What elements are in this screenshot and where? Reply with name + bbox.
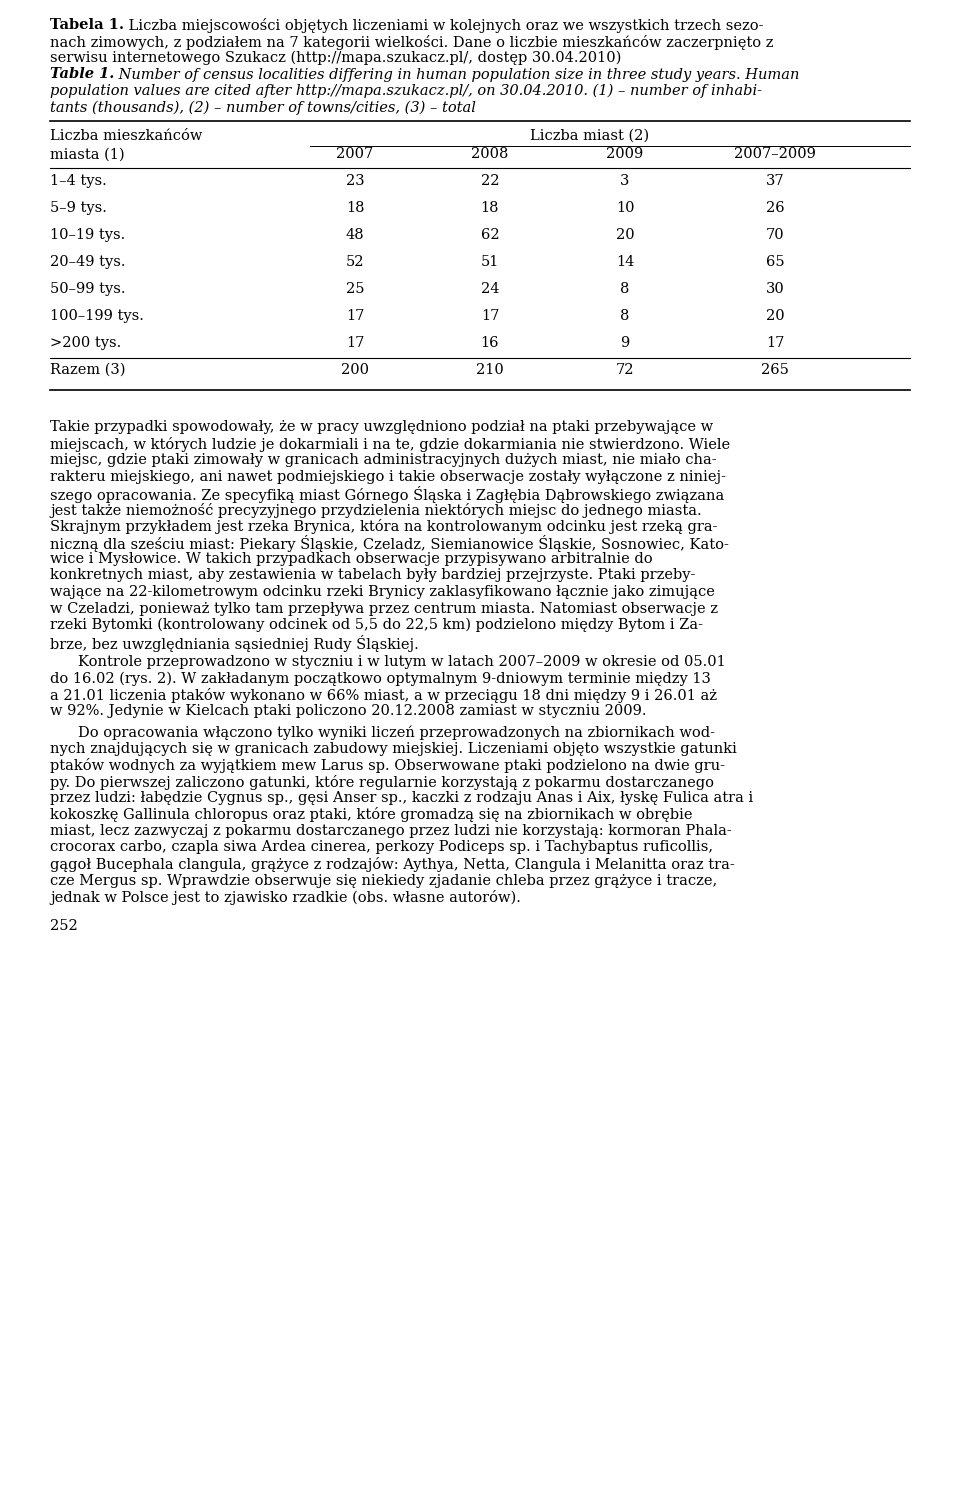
Text: 210: 210 (476, 363, 504, 377)
Text: 17: 17 (346, 309, 364, 322)
Text: w 92%. Jedynie w Kielcach ptaki policzono 20.12.2008 zamiast w styczniu 2009.: w 92%. Jedynie w Kielcach ptaki policzon… (50, 704, 646, 719)
Text: gągoł Bucephala clangula, grążyce z rodzajów: Aythya, Netta, Clangula i Melanitt: gągoł Bucephala clangula, grążyce z rodz… (50, 856, 734, 871)
Text: 20: 20 (615, 228, 635, 242)
Text: Number of census localities differing in human population size in three study ye: Number of census localities differing in… (114, 67, 800, 82)
Text: 200: 200 (341, 363, 369, 377)
Text: 25: 25 (346, 282, 364, 295)
Text: nych znajdujących się w granicach zabudowy miejskiej. Liczeniami objęto wszystki: nych znajdujących się w granicach zabudo… (50, 742, 737, 755)
Text: szego opracowania. Ze specyfiką miast Górnego Śląska i Zagłębia Dąbrowskiego zwi: szego opracowania. Ze specyfiką miast Gó… (50, 486, 724, 503)
Text: 16: 16 (481, 336, 499, 351)
Text: Skrajnym przykładem jest rzeka Brynica, która na kontrolowanym odcinku jest rzek: Skrajnym przykładem jest rzeka Brynica, … (50, 519, 717, 534)
Text: 72: 72 (615, 363, 635, 377)
Text: Do opracowania włączono tylko wyniki liczeń przeprowadzonych na zbiornikach wod-: Do opracowania włączono tylko wyniki lic… (78, 725, 715, 740)
Text: 9: 9 (620, 336, 630, 351)
Text: 50–99 tys.: 50–99 tys. (50, 282, 126, 295)
Text: 26: 26 (766, 201, 784, 215)
Text: 2008: 2008 (471, 148, 509, 161)
Text: 37: 37 (766, 175, 784, 188)
Text: rzeki Bytomki (kontrolowany odcinek od 5,5 do 22,5 km) podzielono między Bytom i: rzeki Bytomki (kontrolowany odcinek od 5… (50, 618, 703, 633)
Text: 18: 18 (346, 201, 364, 215)
Text: tants (thousands), (2) – number of towns/cities, (3) – total: tants (thousands), (2) – number of towns… (50, 100, 476, 115)
Text: 100–199 tys.: 100–199 tys. (50, 309, 144, 322)
Text: Kontrole przeprowadzono w styczniu i w lutym w latach 2007–2009 w okresie od 05.: Kontrole przeprowadzono w styczniu i w l… (78, 655, 726, 668)
Text: miasta (1): miasta (1) (50, 148, 125, 161)
Text: 17: 17 (346, 336, 364, 351)
Text: brze, bez uwzględniania sąsiedniej Rudy Śląskiej.: brze, bez uwzględniania sąsiedniej Rudy … (50, 634, 419, 652)
Text: miejsc, gdzie ptaki zimowały w granicach administracyjnych dużych miast, nie mia: miejsc, gdzie ptaki zimowały w granicach… (50, 454, 716, 467)
Text: miast, lecz zazwyczaj z pokarmu dostarczanego przez ludzi nie korzystają: kormor: miast, lecz zazwyczaj z pokarmu dostarcz… (50, 824, 732, 839)
Text: crocorax carbo, czapla siwa Ardea cinerea, perkozy Podiceps sp. i Tachybaptus ru: crocorax carbo, czapla siwa Ardea cinere… (50, 840, 713, 855)
Text: 5–9 tys.: 5–9 tys. (50, 201, 107, 215)
Text: Liczba miejscowości objętych liczeniami w kolejnych oraz we wszystkich trzech se: Liczba miejscowości objętych liczeniami … (124, 18, 763, 33)
Text: jest także niemożność precyzyjnego przydzielenia niektórych miejsc do jednego mi: jest także niemożność precyzyjnego przyd… (50, 503, 702, 518)
Text: 65: 65 (766, 255, 784, 269)
Text: wające na 22-kilometrowym odcinku rzeki Brynicy zaklasyfikowano łącznie jako zim: wające na 22-kilometrowym odcinku rzeki … (50, 585, 715, 598)
Text: Liczba mieszkańców: Liczba mieszkańców (50, 128, 203, 143)
Text: 18: 18 (481, 201, 499, 215)
Text: Takie przypadki spowodowały, że w pracy uwzględniono podział na ptaki przebywają: Takie przypadki spowodowały, że w pracy … (50, 421, 713, 434)
Text: 252: 252 (50, 919, 78, 932)
Text: 3: 3 (620, 175, 630, 188)
Text: 10–19 tys.: 10–19 tys. (50, 228, 125, 242)
Text: Razem (3): Razem (3) (50, 363, 126, 377)
Text: 17: 17 (766, 336, 784, 351)
Text: konkretnych miast, aby zestawienia w tabelach były bardziej przejrzyste. Ptaki p: konkretnych miast, aby zestawienia w tab… (50, 568, 695, 582)
Text: wice i Mysłowice. W takich przypadkach obserwacje przypisywano arbitralnie do: wice i Mysłowice. W takich przypadkach o… (50, 552, 653, 565)
Text: jednak w Polsce jest to zjawisko rzadkie (obs. własne autorów).: jednak w Polsce jest to zjawisko rzadkie… (50, 891, 521, 906)
Text: 70: 70 (766, 228, 784, 242)
Text: Tabela 1.: Tabela 1. (50, 18, 124, 31)
Text: 20–49 tys.: 20–49 tys. (50, 255, 126, 269)
Text: 8: 8 (620, 309, 630, 322)
Text: a 21.01 liczenia ptaków wykonano w 66% miast, a w przeciągu 18 dni między 9 i 26: a 21.01 liczenia ptaków wykonano w 66% m… (50, 688, 717, 703)
Text: do 16.02 (rys. 2). W zakładanym początkowo optymalnym 9-dniowym terminie między : do 16.02 (rys. 2). W zakładanym początko… (50, 671, 710, 686)
Text: nach zimowych, z podziałem na 7 kategorii wielkości. Dane o liczbie mieszkańców : nach zimowych, z podziałem na 7 kategori… (50, 34, 774, 49)
Text: population values are cited after http://mapa.szukacz.pl/, on 30.04.2010. (1) – : population values are cited after http:/… (50, 84, 762, 98)
Text: 22: 22 (481, 175, 499, 188)
Text: 265: 265 (761, 363, 789, 377)
Text: 14: 14 (615, 255, 635, 269)
Text: >200 tys.: >200 tys. (50, 336, 121, 351)
Text: 17: 17 (481, 309, 499, 322)
Text: 1–4 tys.: 1–4 tys. (50, 175, 107, 188)
Text: 10: 10 (615, 201, 635, 215)
Text: w Czeladzi, ponieważ tylko tam przepływa przez centrum miasta. Natomiast obserwa: w Czeladzi, ponieważ tylko tam przepływa… (50, 601, 718, 616)
Text: 51: 51 (481, 255, 499, 269)
Text: 23: 23 (346, 175, 364, 188)
Text: py. Do pierwszej zaliczono gatunki, które regularnie korzystają z pokarmu dostar: py. Do pierwszej zaliczono gatunki, któr… (50, 774, 714, 789)
Text: Table 1.: Table 1. (50, 67, 114, 82)
Text: ptaków wodnych za wyjątkiem mew Larus sp. Obserwowane ptaki podzielono na dwie g: ptaków wodnych za wyjątkiem mew Larus sp… (50, 758, 725, 773)
Text: 48: 48 (346, 228, 364, 242)
Text: 30: 30 (766, 282, 784, 295)
Text: 52: 52 (346, 255, 364, 269)
Text: serwisu internetowego Szukacz (http://mapa.szukacz.pl/, dostęp 30.04.2010): serwisu internetowego Szukacz (http://ma… (50, 51, 621, 66)
Text: 8: 8 (620, 282, 630, 295)
Text: niczną dla sześciu miast: Piekary Śląskie, Czeladz, Siemianowice Śląskie, Sosnow: niczną dla sześciu miast: Piekary Śląski… (50, 536, 729, 552)
Text: 2007: 2007 (336, 148, 373, 161)
Text: przez ludzi: łabędzie Cygnus sp., gęsi Anser sp., kaczki z rodzaju Anas i Aix, ł: przez ludzi: łabędzie Cygnus sp., gęsi A… (50, 791, 754, 806)
Text: 62: 62 (481, 228, 499, 242)
Text: 20: 20 (766, 309, 784, 322)
Text: 2007–2009: 2007–2009 (734, 148, 816, 161)
Text: 24: 24 (481, 282, 499, 295)
Text: 2009: 2009 (607, 148, 643, 161)
Text: Liczba miast (2): Liczba miast (2) (531, 128, 650, 143)
Text: kokoszkę Gallinula chloropus oraz ptaki, które gromadzą się na zbiornikach w obr: kokoszkę Gallinula chloropus oraz ptaki,… (50, 807, 692, 822)
Text: miejscach, w których ludzie je dokarmiali i na te, gdzie dokarmiania nie stwierd: miejscach, w których ludzie je dokarmial… (50, 437, 731, 452)
Text: cze Mergus sp. Wprawdzie obserwuje się niekiedy zjadanie chleba przez grążyce i : cze Mergus sp. Wprawdzie obserwuje się n… (50, 873, 717, 888)
Text: rakteru miejskiego, ani nawet podmiejskiego i takie obserwacje zostały wyłączone: rakteru miejskiego, ani nawet podmiejski… (50, 470, 726, 483)
